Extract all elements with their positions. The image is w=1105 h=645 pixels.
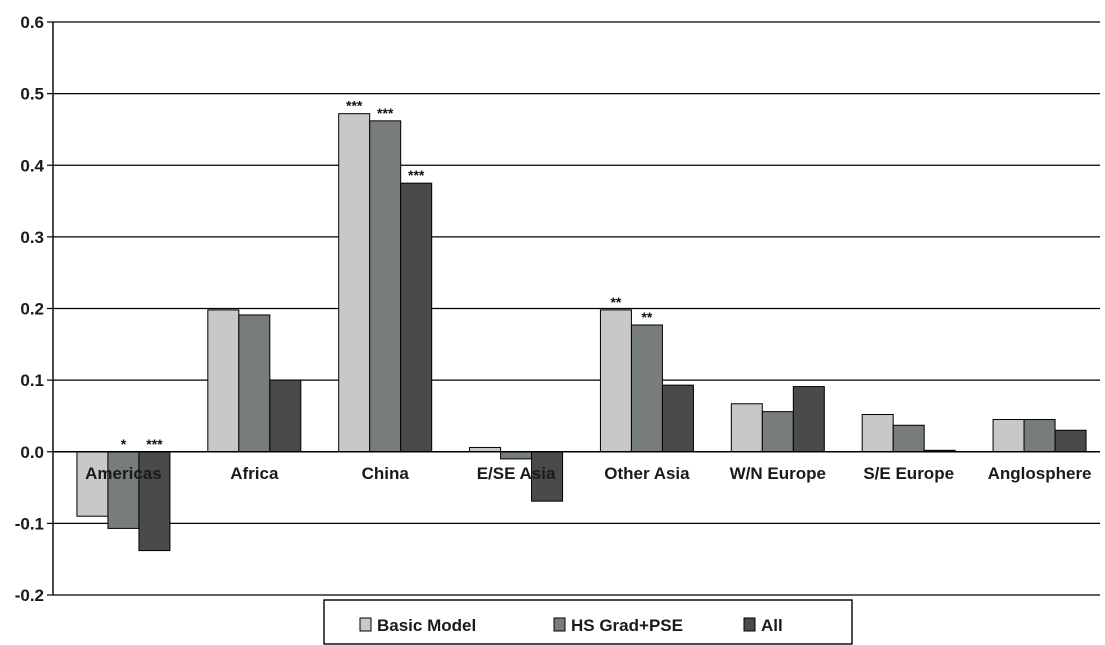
x-category-label: Other Asia	[604, 464, 690, 483]
y-tick-label: 0.3	[20, 228, 44, 247]
bar-hs-grad-pse-africa	[238, 314, 271, 453]
bar-basic-model-africa	[207, 309, 240, 453]
y-tick-label: 0.2	[20, 300, 44, 319]
bar-hs-grad-pse-e-se-asia	[500, 451, 533, 460]
bar-basic-model-s-e-europe	[861, 414, 894, 453]
bar-basic-model-americas	[76, 451, 109, 517]
bar-all-americas	[138, 451, 171, 552]
bar-hs-grad-pse-americas	[107, 451, 140, 529]
y-tick-label: 0.6	[20, 13, 44, 32]
y-tick-label: 0.4	[20, 156, 44, 175]
significance-label: ***	[346, 98, 363, 114]
bar-all-africa	[269, 379, 302, 453]
legend-swatch	[553, 617, 566, 632]
legend-swatch	[743, 617, 756, 632]
significance-label: ***	[408, 167, 425, 183]
bar-basic-model-w-n-europe	[730, 403, 763, 453]
x-category-label: Africa	[230, 464, 279, 483]
bar-all-w-n-europe	[792, 386, 825, 453]
bar-basic-model-other-asia	[599, 309, 632, 453]
x-category-label: Americas	[85, 464, 162, 483]
significance-label: *	[121, 436, 127, 452]
y-tick-label: 0.0	[20, 443, 44, 462]
x-category-label: E/SE Asia	[477, 464, 556, 483]
bar-hs-grad-pse-china	[369, 120, 402, 453]
y-tick-label: 0.5	[20, 85, 44, 104]
axes: 0.6 0.5 0.4 0.3 0.2 0.1 0.0 -0.1 -0.2 Americas Afr…	[15, 13, 1100, 605]
legend-swatch	[359, 617, 372, 632]
x-category-label: Anglosphere	[988, 464, 1092, 483]
bar-hs-grad-pse-other-asia	[630, 324, 663, 453]
y-tick-label: 0.1	[20, 371, 44, 390]
x-category-label: China	[362, 464, 410, 483]
significance-label: ***	[377, 105, 394, 121]
bars: * ****** **********	[76, 98, 1087, 552]
y-tick-label: -0.2	[15, 586, 44, 605]
bar-all-anglosphere	[1054, 429, 1087, 453]
legend-entry-label: Basic Model	[377, 616, 476, 635]
legend-entry-label: All	[761, 616, 783, 635]
bar-hs-grad-pse-w-n-europe	[761, 411, 794, 453]
x-category-label: W/N Europe	[730, 464, 826, 483]
bar-hs-grad-pse-anglosphere	[1023, 419, 1056, 453]
bar-basic-model-anglosphere	[992, 419, 1025, 453]
legend: Basic Model HS Grad+PSE All	[323, 599, 853, 645]
bar-basic-model-china	[338, 113, 371, 453]
bar-all-other-asia	[661, 384, 694, 453]
significance-label: **	[641, 309, 652, 325]
x-category-label: S/E Europe	[863, 464, 954, 483]
gridlines	[53, 21, 1100, 596]
bar-hs-grad-pse-s-e-europe	[892, 424, 925, 453]
significance-label: **	[610, 294, 621, 310]
y-tick-label: -0.1	[15, 514, 44, 533]
significance-label: ***	[146, 436, 163, 452]
legend-box	[323, 599, 853, 645]
bar-all-china	[400, 182, 433, 453]
legend-entry-label: HS Grad+PSE	[571, 616, 683, 635]
